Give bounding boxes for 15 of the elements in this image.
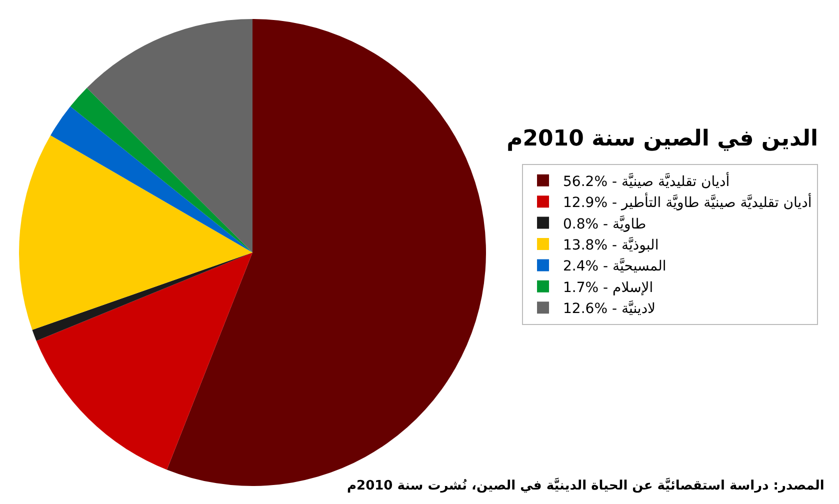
legend-label: 12.6% - لادينيَّة — [563, 299, 656, 318]
pie-slice — [32, 252, 252, 341]
text: الدين في الصين سنة 2010م — [506, 126, 818, 152]
pie-slice — [86, 19, 252, 252]
text: المصدر: دراسة استقصائيَّة عن الحياة الدينيَّة في الصين، نُشرت سنة 2010م — [347, 477, 824, 494]
legend-label: 12.9% - أديان تقليديَّة صينيَّة طاويَّة التأطير — [563, 192, 812, 212]
legend-label: 2.4% - المسيحيَّة — [563, 257, 666, 275]
pie-slice — [19, 135, 252, 330]
pie-slice — [50, 106, 252, 252]
pie-slice — [70, 88, 252, 252]
legend-label: 0.8% - طاويَّة — [563, 214, 646, 232]
pie-slice — [36, 252, 252, 470]
legend-label: 13.8% - البوذيَّة — [563, 236, 659, 254]
legend-label: 56.2% - أديان تقليديَّة صينيَّة — [563, 172, 730, 190]
legend-label: 1.7% - الإسلام — [563, 280, 654, 296]
